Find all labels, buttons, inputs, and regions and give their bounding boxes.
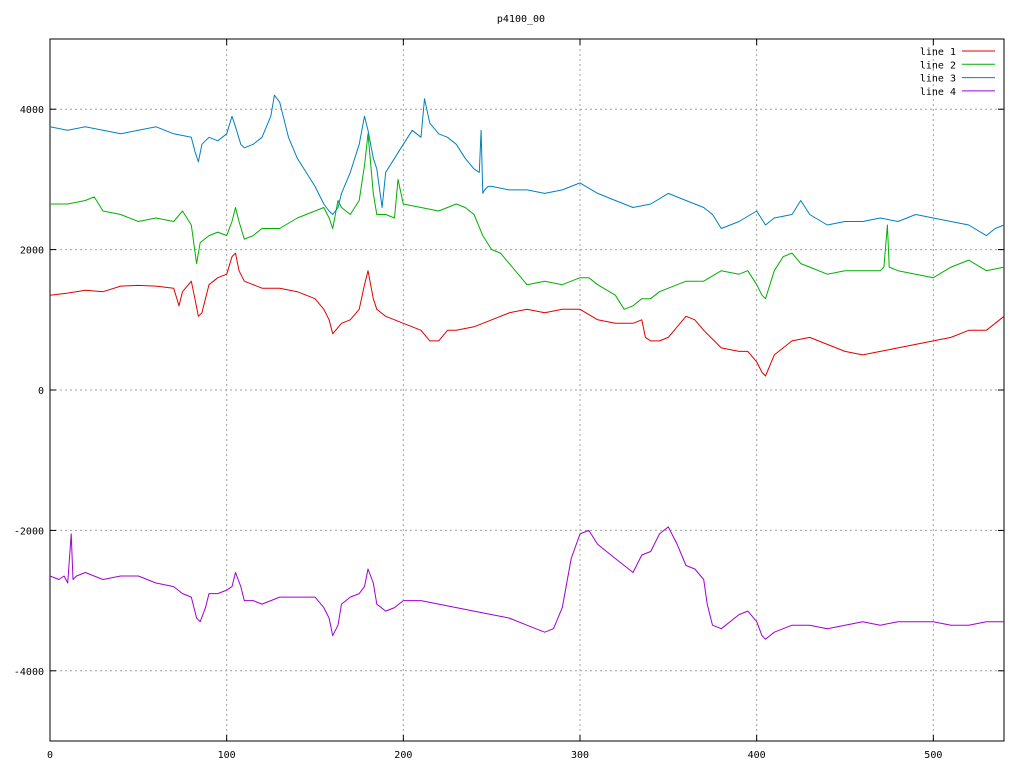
legend-label-4: line 4 [920, 87, 956, 98]
legend-label-3: line 3 [920, 74, 956, 85]
y-tick-label: 0 [38, 386, 44, 397]
x-tick-label: 300 [571, 750, 589, 761]
legend-label-1: line 1 [920, 47, 956, 58]
x-tick-label: 500 [924, 750, 942, 761]
x-tick-label: 100 [218, 750, 236, 761]
series-line-4 [49, 526, 1004, 640]
y-tick-label: -2000 [14, 526, 44, 537]
legend-label-2: line 2 [920, 60, 956, 71]
x-tick-label: 200 [394, 750, 412, 761]
y-tick-label: 2000 [20, 246, 44, 257]
x-tick-label: 0 [47, 750, 53, 761]
grid [50, 39, 1004, 741]
axis-ticks: 0 100 200 300 400 500 -4000 -2000 0 2000 4000 [14, 39, 1004, 761]
series-line-1 [49, 252, 1005, 377]
series-line-2 [50, 133, 1005, 310]
y-tick-label: -4000 [14, 667, 44, 678]
series-line-3 [49, 94, 1005, 237]
x-tick-label: 400 [748, 750, 766, 761]
y-tick-label: 4000 [20, 105, 44, 116]
legend: line 1 line 2 line 3 line 4 [920, 47, 995, 98]
series-lines [49, 94, 1005, 640]
chart-title: p4100_00 [497, 14, 545, 25]
